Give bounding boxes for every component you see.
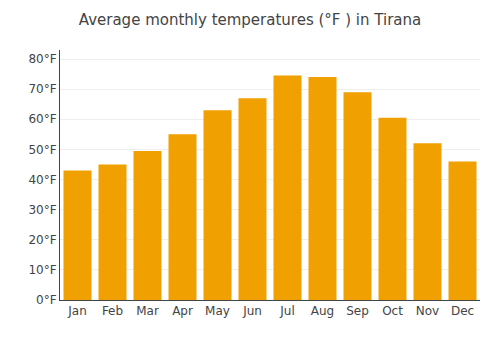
- svg-text:Jan: Jan: [67, 304, 87, 318]
- svg-text:Jul: Jul: [279, 304, 294, 318]
- svg-text:Dec: Dec: [451, 304, 474, 318]
- svg-text:Sep: Sep: [346, 304, 369, 318]
- svg-text:Aug: Aug: [311, 304, 334, 318]
- svg-text:10°F: 10°F: [28, 263, 56, 277]
- svg-text:May: May: [205, 304, 230, 318]
- svg-text:40°F: 40°F: [28, 173, 56, 187]
- svg-text:30°F: 30°F: [28, 203, 56, 217]
- svg-text:Mar: Mar: [136, 304, 159, 318]
- svg-text:50°F: 50°F: [28, 143, 56, 157]
- svg-text:80°F: 80°F: [28, 52, 56, 66]
- svg-text:Nov: Nov: [416, 304, 439, 318]
- svg-text:Oct: Oct: [382, 304, 403, 318]
- svg-text:0°F: 0°F: [36, 293, 57, 307]
- svg-text:Apr: Apr: [172, 304, 193, 318]
- svg-text:Average monthly temperatures (: Average monthly temperatures (°F ) in Ti…: [79, 11, 421, 29]
- svg-text:Feb: Feb: [102, 304, 123, 318]
- svg-text:20°F: 20°F: [28, 233, 56, 247]
- svg-text:Jun: Jun: [242, 304, 262, 318]
- svg-text:60°F: 60°F: [28, 112, 56, 126]
- svg-text:70°F: 70°F: [28, 82, 56, 96]
